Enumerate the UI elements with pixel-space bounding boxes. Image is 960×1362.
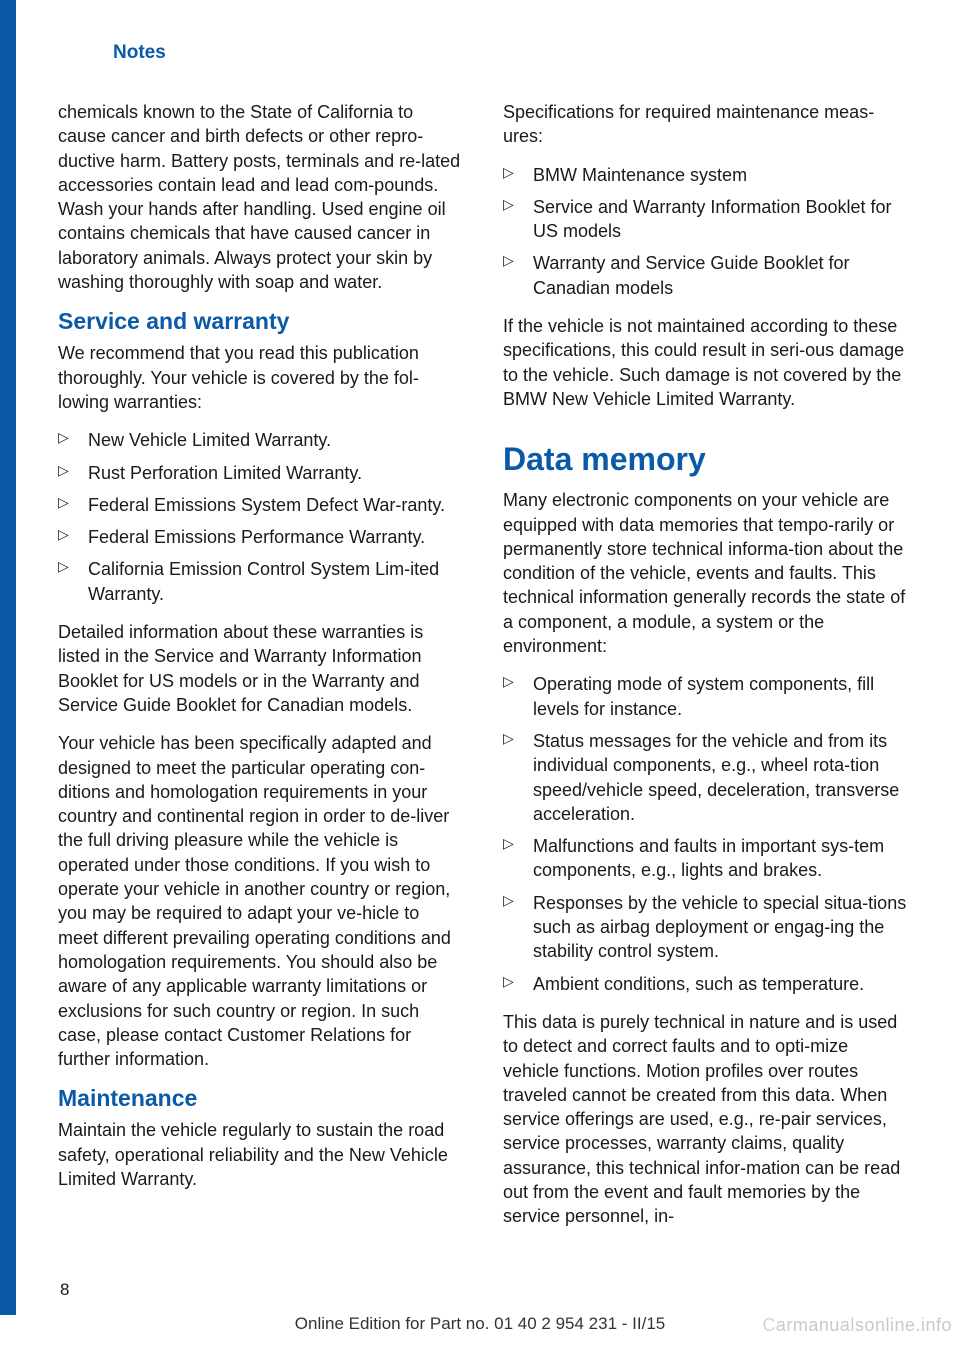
list-item: California Emission Control System Lim‐i… [58, 557, 463, 606]
list-item: Responses by the vehicle to special situ… [503, 891, 908, 964]
watermark-part-1: C [762, 1315, 776, 1335]
right-column: Specifications for required maintenance … [503, 100, 908, 1243]
list-item: Malfunctions and faults in important sys… [503, 834, 908, 883]
body-paragraph: If the vehicle is not maintained accordi… [503, 314, 908, 411]
body-paragraph: Maintain the vehicle regularly to sustai… [58, 1118, 463, 1191]
list-item: Ambient conditions, such as temperature. [503, 972, 908, 996]
list-item: Status messages for the vehicle and from… [503, 729, 908, 826]
body-paragraph: We recommend that you read this publicat… [58, 341, 463, 414]
body-paragraph: This data is purely technical in nature … [503, 1010, 908, 1229]
warranty-list: New Vehicle Limited Warranty. Rust Perfo… [58, 428, 463, 606]
list-item: Warranty and Service Guide Booklet for C… [503, 251, 908, 300]
content-area: chemicals known to the State of Californ… [58, 100, 908, 1243]
side-accent-bar [0, 0, 16, 1315]
page-number: 8 [60, 1280, 69, 1300]
watermark-part-2: armanualsonline.info [776, 1315, 952, 1335]
list-item: New Vehicle Limited Warranty. [58, 428, 463, 452]
list-item: BMW Maintenance system [503, 163, 908, 187]
body-paragraph: Specifications for required maintenance … [503, 100, 908, 149]
list-item: Operating mode of system components, fil… [503, 672, 908, 721]
list-item: Federal Emissions Performance Warranty. [58, 525, 463, 549]
data-memory-list: Operating mode of system components, fil… [503, 672, 908, 996]
heading-data-memory: Data memory [503, 441, 908, 478]
list-item: Rust Perforation Limited Warranty. [58, 461, 463, 485]
header-section-label: Notes [113, 42, 166, 64]
body-paragraph: Detailed information about these warrant… [58, 620, 463, 717]
list-item: Federal Emissions System Defect War‐rant… [58, 493, 463, 517]
list-item: Service and Warranty Information Booklet… [503, 195, 908, 244]
body-paragraph: Your vehicle has been specifically adapt… [58, 731, 463, 1071]
specs-list: BMW Maintenance system Service and Warra… [503, 163, 908, 300]
body-paragraph: Many electronic components on your vehic… [503, 488, 908, 658]
heading-service-warranty: Service and warranty [58, 308, 463, 335]
body-paragraph: chemicals known to the State of Californ… [58, 100, 463, 294]
heading-maintenance: Maintenance [58, 1085, 463, 1112]
left-column: chemicals known to the State of Californ… [58, 100, 463, 1243]
watermark: Carmanualsonline.info [762, 1315, 952, 1336]
